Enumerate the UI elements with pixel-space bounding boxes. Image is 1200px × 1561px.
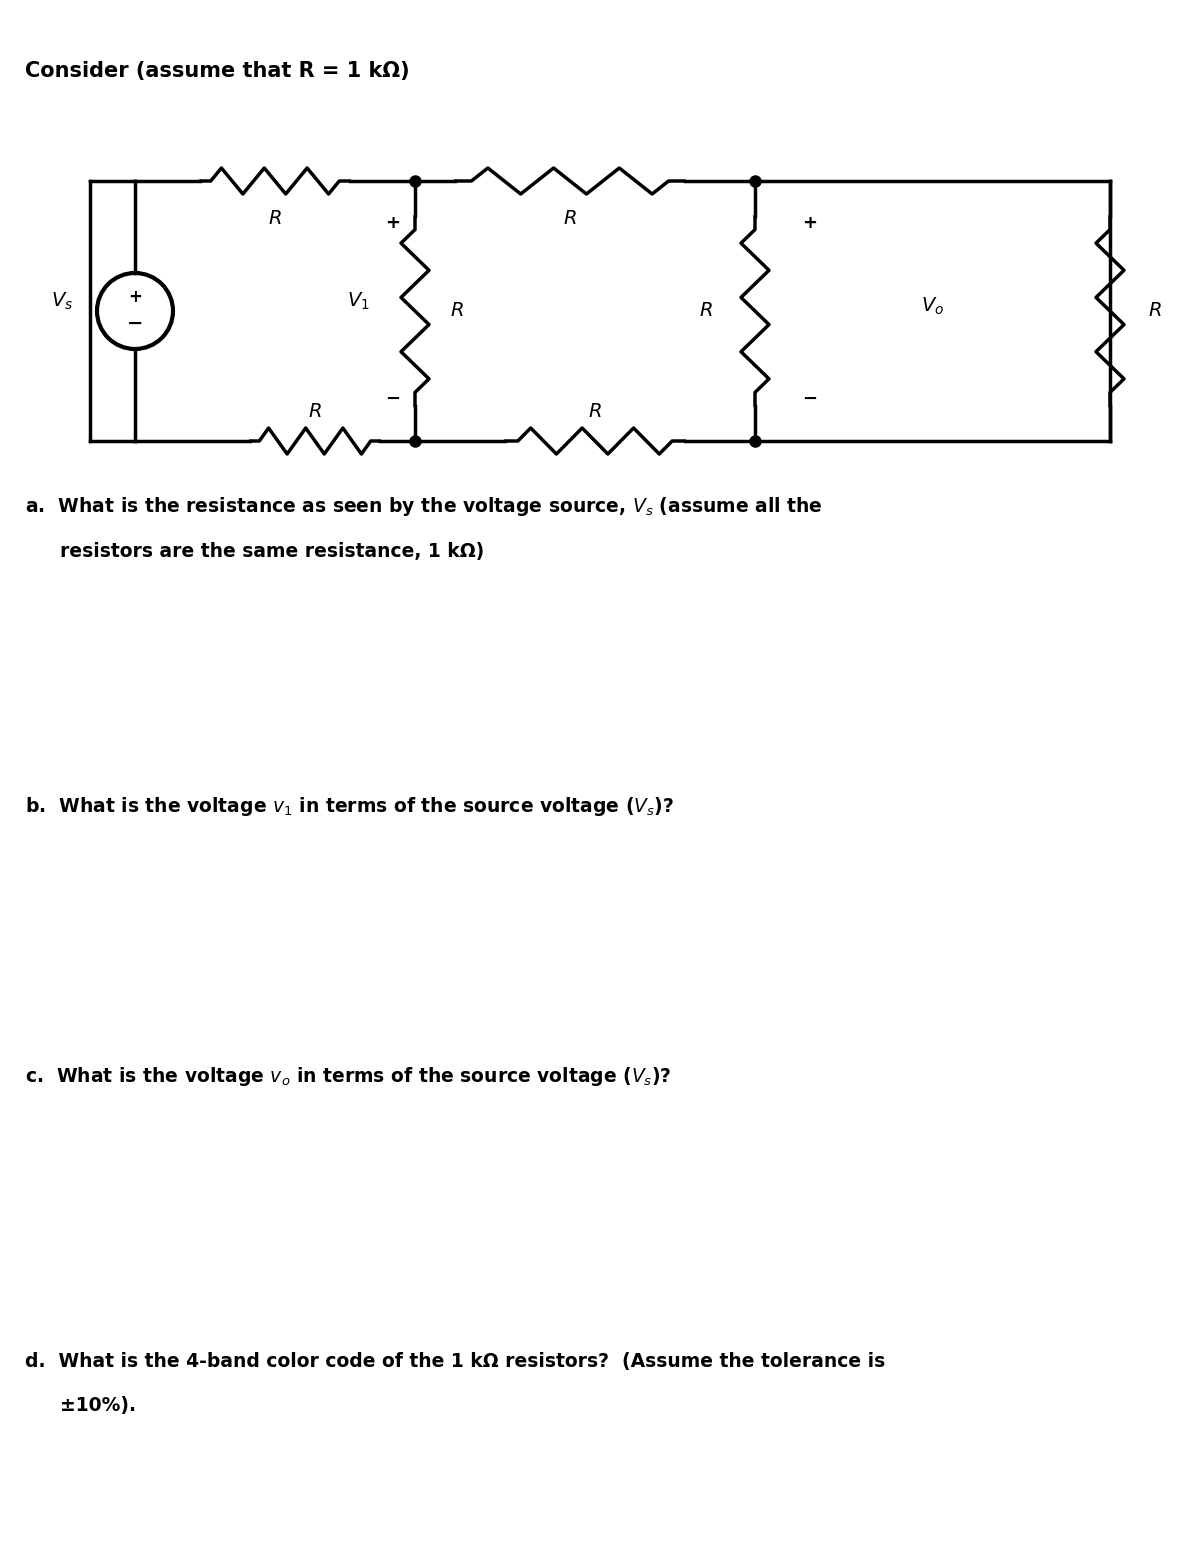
Text: resistors are the same resistance, 1 kΩ): resistors are the same resistance, 1 kΩ) <box>60 542 485 560</box>
Text: $V_o$: $V_o$ <box>920 295 944 317</box>
Text: $R$: $R$ <box>268 209 282 228</box>
Text: $R$: $R$ <box>450 301 463 320</box>
Text: Consider (assume that R = 1 kΩ): Consider (assume that R = 1 kΩ) <box>25 61 409 81</box>
Text: ±10%).: ±10%). <box>60 1397 136 1416</box>
Text: d.  What is the 4-band color code of the 1 kΩ resistors?  (Assume the tolerance : d. What is the 4-band color code of the … <box>25 1352 886 1371</box>
Text: $R$: $R$ <box>1148 301 1162 320</box>
Text: a.  What is the resistance as seen by the voltage source, $V_s$ (assume all the: a. What is the resistance as seen by the… <box>25 495 823 518</box>
Text: +: + <box>128 287 142 306</box>
Text: $V_1$: $V_1$ <box>347 290 370 312</box>
Text: −: − <box>127 314 143 332</box>
Text: b.  What is the voltage $v_1$ in terms of the source voltage ($V_s$)?: b. What is the voltage $v_1$ in terms of… <box>25 795 674 818</box>
Text: +: + <box>385 214 401 233</box>
Text: $R$: $R$ <box>308 403 322 421</box>
Text: $R$: $R$ <box>588 403 602 421</box>
Text: −: − <box>385 390 401 407</box>
Text: −: − <box>803 390 817 407</box>
Text: $R$: $R$ <box>700 301 713 320</box>
Text: c.  What is the voltage $v_o$ in terms of the source voltage ($V_s$)?: c. What is the voltage $v_o$ in terms of… <box>25 1065 672 1088</box>
Text: +: + <box>803 214 817 233</box>
Text: $V_s$: $V_s$ <box>50 290 73 312</box>
Text: $R$: $R$ <box>563 209 577 228</box>
